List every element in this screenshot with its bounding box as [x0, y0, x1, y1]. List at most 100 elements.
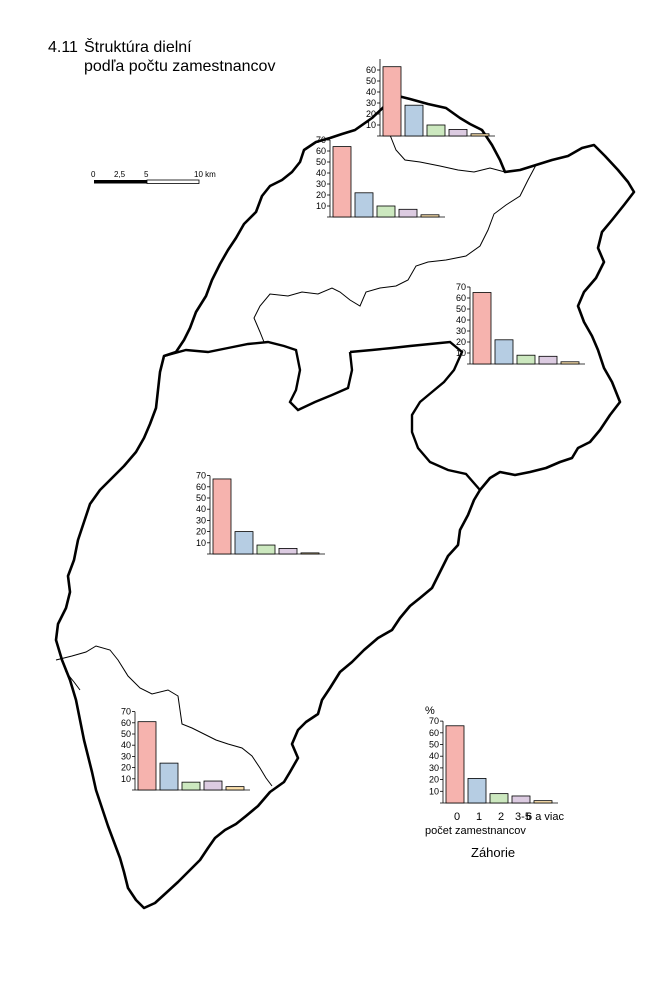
scale-bar-segment-dark [94, 180, 147, 184]
y-tick-label: 40 [196, 504, 206, 514]
title-line-1: Štruktúra dielní [84, 39, 192, 56]
bar-2 [256, 544, 276, 555]
legend-region-name: Záhorie [471, 845, 516, 860]
y-tick-label: 60 [316, 146, 326, 156]
bar-3-5 [398, 208, 418, 218]
x-tick-label: 0 [454, 811, 460, 823]
bar-0 [445, 725, 465, 804]
y-tick-label: 50 [456, 304, 466, 314]
bar-2 [426, 124, 446, 137]
y-tick-label: 10 [429, 786, 439, 796]
y-tick-label: 20 [121, 763, 131, 773]
bar-3-5 [203, 780, 223, 791]
y-tick-label: 20 [429, 775, 439, 785]
bar-0 [332, 146, 352, 218]
scale-bar-segment-light [146, 179, 200, 184]
y-tick-label: 10 [121, 774, 131, 784]
y-tick-label: 30 [196, 515, 206, 525]
y-tick-label: 60 [121, 718, 131, 728]
region-outline [54, 94, 636, 910]
y-tick-label: 60 [366, 65, 376, 75]
y-tick-label: 30 [456, 326, 466, 336]
y-tick-label: 50 [121, 729, 131, 739]
bar-1 [494, 339, 514, 365]
y-tick-label: 10 [366, 120, 376, 130]
y-tick-label: 30 [316, 179, 326, 189]
y-tick-label: 40 [456, 315, 466, 325]
scale-tick-2-5: 2,5 [114, 170, 126, 179]
bar-0 [137, 721, 157, 791]
bar-6-a-viac [300, 552, 320, 555]
bar-0 [472, 292, 492, 365]
x-tick-label: 6 a viac [526, 811, 564, 823]
municipal-border-south-spur [61, 659, 81, 691]
y-tick-label: 70 [456, 282, 466, 292]
title-number: 4.11 [48, 39, 78, 56]
bar-3-5 [448, 128, 468, 137]
y-tick-label: 70 [121, 707, 131, 717]
y-tick-label: 70 [429, 716, 439, 726]
scale-tick-10km: 10 km [194, 170, 216, 179]
scale-tick-5: 5 [144, 170, 149, 179]
y-tick-label: 40 [121, 740, 131, 750]
y-tick-label: 40 [429, 751, 439, 761]
bar-6-a-viac [225, 786, 245, 791]
district-border-east [349, 340, 481, 491]
title-line-2: podľa počtu zamestnancov [84, 58, 276, 75]
x-tick-label: 3-5 [515, 811, 531, 823]
y-tick-label: 20 [316, 190, 326, 200]
y-tick-label: 30 [366, 98, 376, 108]
y-tick-label: 20 [456, 337, 466, 347]
district-border-west [163, 340, 354, 412]
y-tick-label: 20 [196, 527, 206, 537]
y-tick-label: 10 [196, 538, 206, 548]
y-tick-label: 60 [196, 482, 206, 492]
bar-1 [234, 531, 254, 555]
bar-2 [516, 354, 536, 365]
y-tick-label: 20 [366, 109, 376, 119]
bar-2 [181, 781, 201, 791]
y-tick-label: 30 [121, 751, 131, 761]
municipal-border-north [389, 134, 506, 173]
bar-2 [489, 793, 509, 804]
y-tick-label: 70 [196, 471, 206, 481]
bar-0 [382, 66, 402, 137]
page-title: 4.11 Štruktúra dielní podľa počtu zamestn… [48, 38, 275, 76]
municipal-border-south [55, 645, 273, 787]
y-tick-label: 40 [366, 87, 376, 97]
y-tick-label: 50 [366, 76, 376, 86]
bar-6-a-viac [470, 133, 490, 137]
y-tick-label: 60 [456, 293, 466, 303]
bar-3-5 [538, 355, 558, 365]
legend-percent-sign: % [425, 705, 435, 717]
bar-charts: 1020304050601020304050607010203040506070… [121, 59, 585, 823]
bar-3-5 [511, 795, 531, 804]
x-tick-label: 2 [498, 811, 504, 823]
bar-6-a-viac [560, 361, 580, 365]
bar-6-a-viac [420, 214, 440, 218]
y-tick-label: 40 [316, 168, 326, 178]
bar-1 [467, 778, 487, 804]
y-tick-label: 70 [316, 135, 326, 145]
y-tick-label: 50 [429, 740, 439, 750]
municipal-border-middle [253, 164, 537, 343]
bar-1 [404, 104, 424, 137]
bar-0 [212, 478, 232, 555]
scale-bar: 0 2,5 5 10 km [91, 170, 216, 184]
legend-x-title: počet zamestnancov [425, 825, 526, 837]
y-tick-label: 10 [456, 348, 466, 358]
bar-3-5 [278, 548, 298, 555]
bar-1 [159, 762, 179, 791]
scale-tick-0: 0 [91, 170, 96, 179]
y-tick-label: 10 [316, 201, 326, 211]
x-tick-label: 1 [476, 811, 482, 823]
y-tick-label: 60 [429, 728, 439, 738]
y-tick-label: 30 [429, 763, 439, 773]
